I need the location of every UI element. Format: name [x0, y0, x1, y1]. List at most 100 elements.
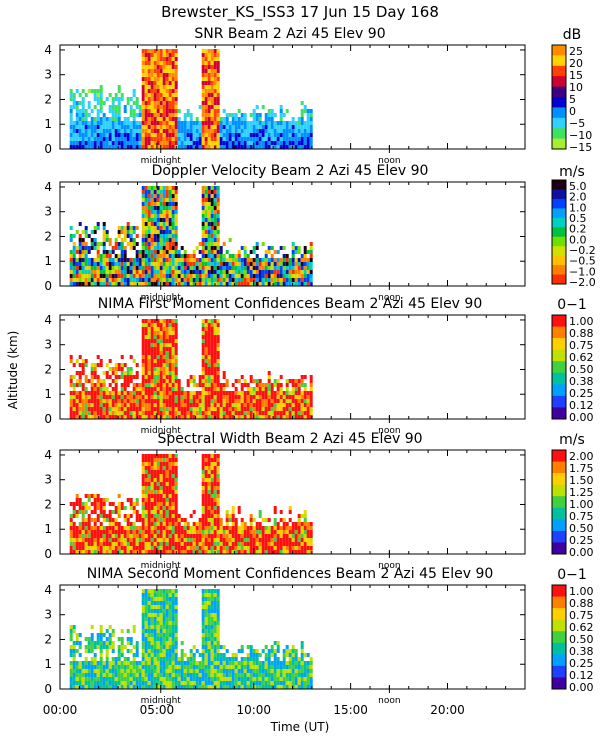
colorbar-label: 0.12 — [569, 399, 594, 412]
colorbar-swatch — [552, 631, 566, 644]
y-tick-label: 3 — [44, 68, 52, 82]
time-tick-labels: 00:00 05:00 10:00 15:00 20:00 — [43, 703, 465, 717]
x-tick-label: 00:00 — [43, 703, 78, 717]
colorbar-swatch — [552, 65, 566, 77]
colorbar-swatch — [552, 519, 566, 532]
colorbar-swatch — [552, 217, 566, 228]
colorbar-label: 0.62 — [569, 351, 594, 364]
colorbar-label: 0.75 — [569, 339, 594, 352]
x-tick-label: 20:00 — [430, 703, 465, 717]
y-tick-label: 0 — [44, 682, 52, 696]
colorbar-label: 0.00 — [569, 546, 594, 559]
panel-4: Spectral Width Beam 2 Azi 45 Elev 90 m/s 0… — [44, 431, 593, 571]
colorbar-label: 0.38 — [569, 375, 594, 388]
colorbar-label: 0.75 — [569, 510, 594, 523]
colorbar-label: 1.75 — [569, 462, 594, 475]
colorbar-label: 5.0 — [569, 180, 587, 193]
y-tick-label: 1 — [44, 254, 52, 268]
panel-title: NIMA Second Moment Confidences Beam 2 Az… — [87, 566, 494, 582]
colorbar-swatch — [552, 138, 566, 150]
colorbar-swatch — [552, 461, 566, 474]
x-tick-label: 05:00 — [140, 703, 175, 717]
colorbar-swatch — [552, 395, 566, 408]
y-tick-label: 2 — [44, 362, 52, 376]
colorbar-label: −5 — [569, 117, 585, 130]
colorbar-label: 1.00 — [569, 498, 594, 511]
y-tick-label: 4 — [44, 448, 52, 462]
colorbar-unit: 0−1 — [557, 567, 587, 583]
y-tick-label: 1 — [44, 657, 52, 671]
colorbar-swatch — [552, 76, 566, 88]
colorbar-swatch — [552, 619, 566, 632]
noon-label: noon — [378, 293, 400, 303]
y-tick-label: 1 — [44, 117, 52, 131]
noon-label: noon — [378, 561, 400, 571]
colorbar-swatch — [552, 665, 566, 678]
colorbar-swatch — [552, 107, 566, 119]
x-axis-label: Time (UT) — [270, 720, 330, 734]
colorbar-label: 0.62 — [569, 621, 594, 634]
colorbar-swatch — [552, 496, 566, 509]
colorbar-label: 0.88 — [569, 327, 594, 340]
colorbar-swatch — [552, 484, 566, 497]
colorbar-label: 0.0 — [569, 233, 587, 246]
colorbar-swatch — [552, 654, 566, 667]
colorbar-swatch — [552, 608, 566, 621]
colorbar-swatch — [552, 530, 566, 543]
colorbar-swatch — [552, 198, 566, 209]
panel-title: NIMA First Moment Confidences Beam 2 Azi… — [98, 296, 482, 312]
colorbar-unit: 0−1 — [557, 297, 587, 313]
panel-title: SNR Beam 2 Azi 45 Elev 90 — [194, 26, 385, 42]
panel-2: Doppler Velocity Beam 2 Azi 45 Elev 90 m/… — [44, 163, 595, 303]
colorbar-swatch — [552, 55, 566, 67]
noon-label: noon — [378, 696, 400, 706]
colorbar-swatch — [552, 450, 566, 463]
colorbar-label: 0.75 — [569, 609, 594, 622]
colorbar-swatch — [552, 473, 566, 486]
x-tick-label: 15:00 — [333, 703, 368, 717]
colorbar-unit: m/s — [559, 432, 585, 448]
midnight-label: midnight — [141, 696, 182, 706]
colorbar-swatch — [552, 189, 566, 200]
colorbar-swatch — [552, 542, 566, 555]
heatmap-cells — [69, 49, 313, 149]
colorbar-label: 25 — [569, 45, 583, 58]
colorbar-label: 2.0 — [569, 191, 587, 204]
figure-title: Brewster_KS_ISS3 17 Jun 15 Day 168 — [161, 3, 439, 22]
panel-title: Doppler Velocity Beam 2 Azi 45 Elev 90 — [152, 163, 429, 179]
colorbar-label: 0.00 — [569, 411, 594, 424]
colorbar-label: 0.25 — [569, 387, 594, 400]
colorbar-swatch — [552, 407, 566, 420]
midnight-label: midnight — [141, 156, 182, 166]
colorbar-label: 0.00 — [569, 681, 594, 694]
heatmap-cells — [69, 454, 313, 554]
colorbar-label: −10 — [569, 129, 592, 142]
panels-group: SNR Beam 2 Azi 45 Elev 90 dB 0 1 2 3 4 midnight… — [44, 26, 595, 706]
y-tick-label: 4 — [44, 180, 52, 194]
y-tick-label: 0 — [44, 142, 52, 156]
midnight-label: midnight — [141, 561, 182, 571]
colorbar-label: 0.50 — [569, 363, 594, 376]
colorbar-swatch — [552, 677, 566, 690]
colorbar-label: 1.0 — [569, 201, 587, 214]
colorbar-label: 1.50 — [569, 474, 594, 487]
y-tick-label: 4 — [44, 313, 52, 327]
panel-3: NIMA First Moment Confidences Beam 2 Azi… — [44, 296, 593, 436]
colorbar-label: 2.00 — [569, 450, 594, 463]
panel-title: Spectral Width Beam 2 Azi 45 Elev 90 — [157, 431, 422, 447]
colorbar-label: 0.50 — [569, 522, 594, 535]
y-tick-label: 0 — [44, 279, 52, 293]
colorbar-swatch — [552, 585, 566, 598]
y-tick-label: 1 — [44, 387, 52, 401]
colorbar-label: 1.00 — [569, 585, 594, 598]
colorbar-swatch — [552, 227, 566, 238]
y-tick-label: 4 — [44, 43, 52, 57]
y-tick-label: 3 — [44, 205, 52, 219]
colorbar-label: 0.25 — [569, 657, 594, 670]
panel-5: NIMA Second Moment Confidences Beam 2 Az… — [44, 566, 593, 706]
y-tick-label: 2 — [44, 497, 52, 511]
colorbar-swatch — [552, 45, 566, 56]
colorbar-swatch — [552, 128, 566, 140]
